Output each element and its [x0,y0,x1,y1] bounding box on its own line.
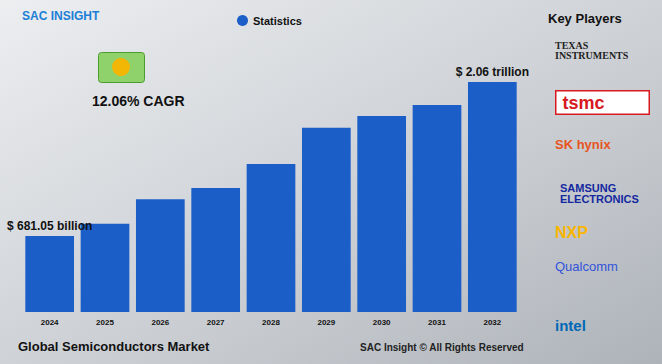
svg-text:2030: 2030 [373,318,391,327]
svg-text:Statistics: Statistics [253,15,302,27]
svg-text:2032: 2032 [483,318,501,327]
svg-text:$ 2.06 trillion: $ 2.06 trillion [456,65,529,79]
svg-text:SK hynix: SK hynix [555,137,611,152]
svg-text:INSTRUMENTS: INSTRUMENTS [555,50,629,61]
svg-text:SAMSUNG: SAMSUNG [560,181,620,194]
svg-text:TEXAS: TEXAS [555,39,591,51]
svg-text:2024: 2024 [41,318,59,327]
svg-text:$ 681.05 billion: $ 681.05 billion [7,219,92,233]
svg-text:2031: 2031 [428,318,446,327]
svg-text:Global Semiconductors Market: Global Semiconductors Market [18,339,210,354]
svg-text:SAC INSIGHT: SAC INSIGHT [22,9,100,23]
svg-text:2027: 2027 [207,318,225,327]
svg-text:intel: intel [555,317,586,334]
svg-text:2026: 2026 [151,318,169,327]
svg-text:NXP: NXP [555,224,588,241]
svg-text:tsmc: tsmc [563,93,605,113]
svg-text:ELECTRONICS: ELECTRONICS [560,193,639,205]
svg-text:2029: 2029 [317,318,335,327]
svg-text:2028: 2028 [262,318,280,327]
svg-text:2025: 2025 [96,318,114,327]
svg-text:12.06% CAGR: 12.06% CAGR [92,93,185,109]
svg-text:Qualcomm: Qualcomm [555,259,618,274]
svg-text:SAC Insight © All Rights Reser: SAC Insight © All Rights Reserved [360,342,524,353]
svg-text:Key Players: Key Players [548,11,622,26]
